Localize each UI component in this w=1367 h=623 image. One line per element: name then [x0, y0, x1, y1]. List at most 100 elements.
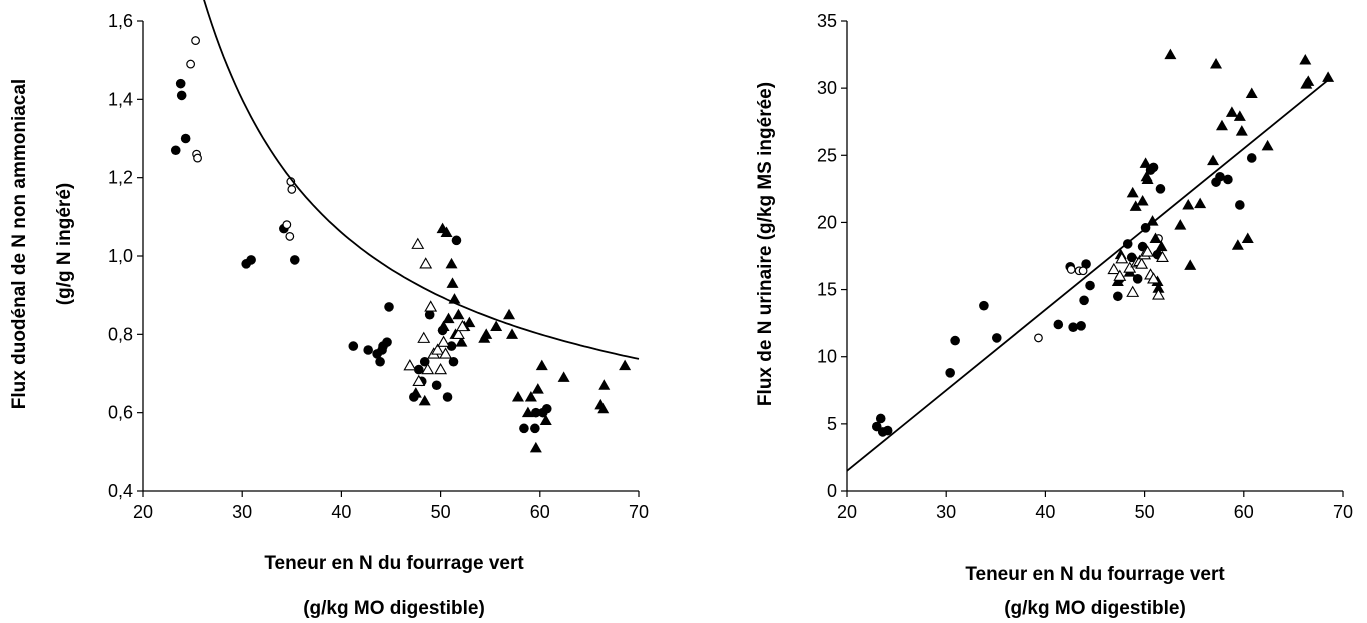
data-point-open-circle	[1078, 266, 1088, 276]
data-point-open-circle	[287, 185, 297, 194]
data-point-filled-triangle	[1194, 197, 1207, 209]
data-point-filled-circle	[170, 145, 181, 156]
right-data-points	[871, 48, 1335, 437]
right-y-tick-label: 20	[817, 212, 837, 232]
data-point-filled-triangle	[557, 371, 570, 382]
regression-line	[846, 79, 1329, 472]
data-point-filled-triangle	[1210, 57, 1223, 69]
data-point-filled-triangle	[506, 328, 519, 339]
left-x-tick-label: 20	[133, 502, 153, 522]
right-y-tick-label: 35	[817, 11, 837, 31]
data-point-open-triangle	[1156, 250, 1169, 263]
data-point-filled-triangle	[1136, 194, 1149, 206]
data-point-filled-circle	[531, 407, 541, 418]
data-point-filled-circle	[348, 341, 359, 351]
data-point-filled-triangle	[418, 394, 431, 406]
data-point-filled-triangle	[1235, 125, 1248, 136]
data-point-filled-circle	[448, 356, 459, 367]
left-y-tick-label: 1,2	[108, 168, 133, 188]
left-y-axis-title-line2: (g/g N ingéré)	[54, 183, 75, 305]
data-point-open-triangle	[1115, 252, 1129, 264]
data-point-filled-circle	[991, 333, 1002, 343]
left-y-tick-label: 1,6	[108, 11, 133, 31]
data-point-filled-circle	[950, 335, 960, 346]
data-point-filled-triangle	[1182, 198, 1195, 210]
left-x-tick-label: 50	[431, 502, 451, 522]
data-point-open-circle	[193, 153, 202, 163]
left-ticks: 0,4 0,6 0,8 1,0 1,2 1,4 1,6 20 30 40 50 60 70	[108, 11, 649, 522]
data-point-open-triangle	[417, 331, 431, 343]
data-point-filled-triangle	[1299, 53, 1312, 65]
data-point-filled-triangle	[1184, 259, 1197, 270]
data-point-filled-triangle	[445, 257, 458, 269]
data-point-filled-circle	[875, 413, 886, 424]
data-point-filled-triangle	[531, 383, 544, 394]
right-x-axis-title-line2: (g/kg MO digestible)	[1004, 598, 1186, 619]
right-x-axis-title-line1: Teneur en N du fourrage vert	[965, 564, 1225, 585]
data-point-open-triangle	[1113, 269, 1127, 281]
left-y-tick-label: 0,8	[108, 324, 133, 344]
data-point-open-triangle	[431, 343, 445, 355]
data-point-filled-circle	[1076, 321, 1086, 331]
data-point-filled-triangle	[446, 277, 459, 288]
data-point-filled-triangle	[1155, 240, 1168, 252]
data-point-filled-circle	[1068, 322, 1078, 332]
right-y-axis-title: Flux de N urinaire (g/kg MS ingérée)	[755, 82, 776, 406]
data-point-filled-triangle	[1302, 75, 1315, 86]
data-point-filled-triangle	[539, 414, 552, 425]
data-point-filled-triangle	[597, 402, 610, 414]
data-point-filled-circle	[1223, 174, 1233, 185]
data-point-filled-triangle	[1152, 282, 1165, 293]
data-point-filled-triangle	[1215, 119, 1228, 131]
right-x-tick-label: 40	[1035, 502, 1055, 522]
data-point-filled-circle	[451, 235, 462, 246]
data-point-open-triangle	[452, 327, 465, 340]
left-y-tick-label: 1,4	[108, 89, 133, 109]
data-point-filled-circle	[180, 133, 191, 144]
data-point-filled-circle	[442, 392, 453, 402]
data-point-filled-circle	[382, 337, 392, 347]
right-x-tick-label: 20	[837, 502, 857, 522]
data-point-filled-circle	[289, 255, 300, 265]
right-trend-line	[846, 79, 1329, 472]
data-point-filled-triangle	[1245, 87, 1258, 99]
data-point-open-triangle	[1126, 285, 1140, 297]
data-point-filled-triangle	[598, 379, 611, 390]
data-point-filled-triangle	[503, 308, 516, 320]
left-x-tick-label: 30	[232, 502, 252, 522]
data-point-filled-triangle	[480, 328, 493, 339]
data-point-open-triangle	[424, 300, 438, 312]
data-point-filled-triangle	[1225, 106, 1238, 117]
data-point-filled-triangle	[524, 391, 537, 402]
left-axes	[142, 21, 639, 492]
data-point-open-triangle	[1107, 262, 1121, 275]
data-point-filled-circle	[979, 300, 989, 311]
data-point-filled-triangle	[1129, 200, 1142, 211]
data-point-open-triangle	[419, 257, 433, 269]
data-point-filled-circle	[541, 403, 552, 414]
data-point-open-circle	[186, 59, 196, 69]
data-point-filled-triangle	[452, 308, 465, 320]
left-x-axis-title-line1: Teneur en N du fourrage vert	[264, 553, 524, 574]
data-point-filled-triangle	[1322, 71, 1335, 82]
data-point-open-triangle	[1135, 257, 1149, 269]
left-x-tick-label: 40	[331, 502, 351, 522]
data-point-open-circle	[191, 36, 200, 45]
data-point-open-triangle	[411, 237, 425, 249]
data-point-filled-triangle	[1141, 173, 1154, 184]
data-point-filled-triangle	[521, 406, 534, 418]
data-point-filled-circle	[1215, 171, 1225, 182]
data-point-open-circle	[1066, 265, 1076, 274]
left-x-axis-title-line2: (g/kg MO digestible)	[303, 598, 485, 619]
data-point-filled-triangle	[1207, 154, 1220, 166]
right-y-tick-label: 25	[817, 145, 837, 165]
data-point-filled-triangle	[619, 359, 632, 371]
data-point-filled-triangle	[409, 387, 422, 398]
data-point-filled-circle	[1148, 162, 1159, 173]
data-point-filled-triangle	[1164, 48, 1177, 60]
data-point-filled-circle	[175, 78, 186, 89]
data-point-filled-triangle	[511, 391, 524, 402]
data-point-filled-circle	[413, 364, 424, 375]
right-y-tick-label: 15	[817, 280, 837, 300]
